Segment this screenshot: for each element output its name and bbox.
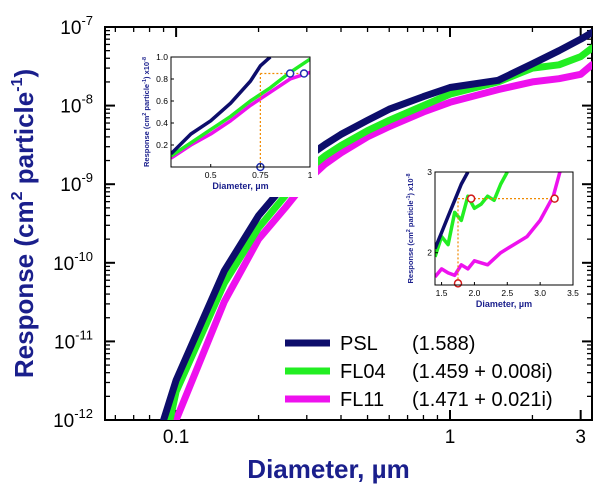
inset-series-psl [435,172,470,250]
inset-series-psl [171,57,272,156]
inset-x-tick-label: 1 [308,170,313,180]
inset-x-tick-label: 1.5 [436,288,448,298]
legend-index-psl: (1.588) [412,333,475,355]
legend-name-psl: PSL [340,333,378,355]
y-tick-label: 10-9 [60,170,93,196]
inset-marker [550,194,559,203]
inset-series-fl11 [171,70,310,160]
y-axis-title: Response (cm2 particle-1) [9,69,39,378]
inset-plot-upper: 0.5 0.75 1 0.2 0.4 0.6 0.8 1.0 Diameter, µm Respo… [135,49,318,197]
inset-x-tick-label: 3.5 [567,288,579,298]
inset-plot-lower: 1.5 2.0 2.5 3.0 3.5 2 3 Diameter, µm Response (c… [399,164,581,315]
inset-marker [453,279,463,288]
main-plot-area: 0.1 1 3 10-12 10-11 10-10 10-9 10-8 10-7 Diameter… [9,13,593,484]
inset-y-tick-label: 0.6 [156,96,168,106]
y-tick-label: 10-11 [54,327,93,353]
inset-y-tick-label: 0.8 [156,74,168,84]
legend-index-fl04: (1.459 + 0.008i) [412,361,553,383]
inset-x-tick-label: 0.75 [252,170,269,180]
x-tick-label: 3 [575,427,586,448]
y-tick-label: 10-8 [60,92,93,118]
inset-marker [299,69,309,78]
legend-name-fl11: FL11 [340,389,384,411]
series-line-fl04 [166,44,592,420]
inset-series-fl11 [435,172,562,279]
y-tick-label: 10-12 [53,406,93,432]
inset-y-tick-label: 0.4 [156,118,168,128]
plot-frame [104,26,593,421]
x-tick-label: 0.1 [163,427,189,448]
inset-y-tick-label: 2 [427,248,432,258]
x-axis-title: Diameter, µm [247,454,409,484]
inset-y-tick-label: 3 [427,167,432,177]
legend-name-fl04: FL04 [340,361,386,383]
series-line-fl11 [172,61,592,420]
inset-background [399,164,581,315]
inset-marker [285,69,295,78]
inset-x-tick-label: 2.5 [501,288,513,298]
inset-marker [466,194,476,203]
series-line-psl [160,29,592,420]
y-tick-label: 10-7 [60,13,93,39]
y-tick-label: 10-10 [53,249,93,275]
inset-x-tick-label: 2.0 [469,288,481,298]
inset-y-axis-title: Response (cm2 particle-1) x10-8 [142,57,151,167]
inset-x-axis-title: Diameter, µm [476,299,532,309]
inset-x-axis-title: Diameter, µm [212,181,268,191]
inset-frame [170,56,311,168]
legend-index-fl11: (1.471 + 0.021i) [412,389,553,411]
legend: PSL (1.588) FL04 (1.459 + 0.008i) FL11 (1.471… [285,333,553,411]
inset-x-tick-label: 0.5 [205,170,217,180]
inset-y-tick-label: 1.0 [156,52,168,62]
x-tick-label: 1 [445,427,456,448]
inset-y-axis-title: Response (cm2 particle-1) x10-8 [406,174,415,284]
inset-frame [434,171,574,286]
inset-y-tick-label: 0.2 [156,140,168,150]
inset-x-tick-label: 3.0 [534,288,546,298]
